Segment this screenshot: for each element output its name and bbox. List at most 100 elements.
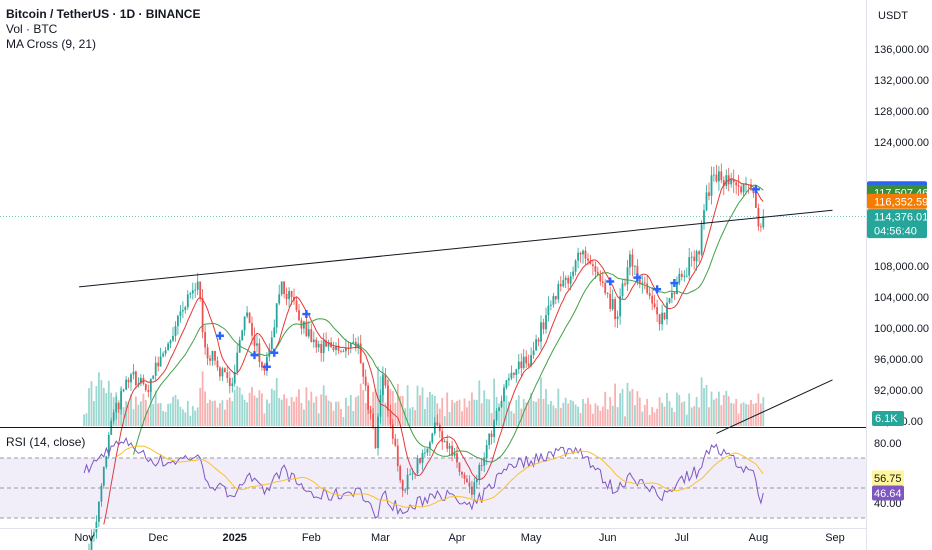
candle-body: [498, 407, 500, 411]
candle-body: [742, 184, 745, 193]
candle-body: [624, 283, 626, 285]
volume-bar: [429, 391, 431, 426]
volume-bar: [102, 387, 105, 426]
candle-body: [626, 267, 629, 285]
time-tick-label: Aug: [749, 532, 769, 544]
candle-body: [140, 377, 142, 384]
candle-body: [572, 271, 574, 277]
ma-cross-marker: [653, 285, 662, 294]
candle-body: [656, 307, 658, 315]
volume-bar: [713, 399, 715, 426]
candle-body: [307, 329, 310, 337]
volume-bar: [473, 399, 476, 426]
candle-body: [349, 343, 352, 348]
ma-cross-marker: [215, 331, 224, 340]
candle-body: [683, 275, 686, 277]
time-tick-label: 2025: [222, 532, 246, 544]
candle-body: [554, 296, 557, 300]
volume-bar: [589, 404, 592, 426]
volume-bar: [503, 386, 505, 426]
volume-bar: [574, 404, 577, 426]
price-axis[interactable]: USDT 136,000.00 132,000.00 128,000.00 124,00…: [866, 0, 932, 550]
candle-body: [322, 340, 325, 354]
volume-bar: [542, 398, 545, 426]
ma-21-line: [133, 184, 764, 463]
candle-body: [159, 356, 162, 367]
volume-bar: [164, 411, 167, 426]
volume-bar: [132, 409, 135, 426]
candle-body: [641, 282, 644, 284]
volume-bar: [550, 401, 552, 426]
candle-body: [369, 409, 372, 414]
volume-bar: [587, 397, 589, 426]
candle-body: [125, 379, 127, 390]
candle-body: [666, 302, 668, 320]
candle-body: [671, 292, 673, 299]
candle-body: [332, 347, 335, 350]
volume-bar: [594, 403, 597, 426]
volume-bar: [646, 398, 649, 426]
volume-bar: [399, 396, 402, 426]
candle-body: [614, 299, 616, 320]
ma-cross-marker: [751, 185, 760, 194]
volume-bar: [710, 391, 713, 426]
volume-indicator-label[interactable]: Vol · BTC: [6, 22, 58, 36]
candle-body: [184, 307, 187, 311]
volume-bar: [453, 402, 456, 426]
volume-bar: [189, 415, 192, 426]
candle-body: [335, 345, 337, 350]
volume-bar: [490, 413, 493, 426]
trendlines[interactable]: [79, 209, 833, 434]
symbol-title[interactable]: Bitcoin / TetherUS · 1D · BINANCE: [6, 7, 201, 21]
volume-bar: [340, 409, 342, 426]
candle-body: [480, 465, 483, 466]
time-axis[interactable]: Nov Dec 2025 Feb Mar Apr May Jun Jul Aug Sep: [0, 528, 866, 545]
candle-body: [352, 341, 355, 344]
volume-bar: [384, 402, 387, 426]
candle-body: [167, 343, 169, 351]
candle-body: [690, 256, 693, 258]
candle-body: [112, 412, 115, 421]
volume-bar: [517, 395, 520, 426]
candle-body: [510, 372, 513, 379]
candle-body: [668, 298, 671, 303]
rsi-indicator-label[interactable]: RSI (14, close): [6, 435, 86, 449]
volume-bar: [680, 402, 683, 426]
candle-body: [463, 474, 466, 479]
volume-bar: [206, 403, 209, 426]
volume-bar: [572, 401, 574, 426]
volume-bar: [110, 392, 113, 426]
candle-body: [241, 330, 244, 341]
candle-body: [527, 363, 530, 366]
volume-bar: [703, 388, 705, 426]
candle-body: [646, 283, 649, 294]
candle-body: [132, 371, 135, 375]
ma-cross-indicator-label[interactable]: MA Cross (9, 21): [6, 37, 97, 51]
candle-body: [290, 291, 293, 297]
rsi-line: [83, 436, 764, 519]
volume-bar: [182, 409, 184, 426]
volume-bar: [211, 401, 214, 426]
volume-bar: [83, 414, 85, 426]
volume-bar: [569, 400, 572, 426]
volume-bar: [177, 399, 179, 426]
candle-body: [574, 260, 577, 272]
volume-bar: [468, 400, 471, 426]
candle-body: [120, 391, 122, 410]
candle-body: [233, 372, 236, 384]
candle-body: [648, 293, 651, 296]
candle-body: [520, 361, 523, 369]
candle-body: [609, 293, 612, 309]
candle-body: [174, 326, 177, 336]
candle-body: [485, 445, 488, 459]
ma-cross-marker: [250, 351, 259, 360]
volume-bar: [137, 404, 140, 426]
candle-body: [409, 474, 411, 475]
candle-body: [263, 367, 266, 371]
candle-body: [374, 427, 377, 449]
volume-bar: [525, 402, 528, 426]
volume-bar: [760, 403, 762, 426]
candle-body: [584, 250, 587, 259]
candle-body: [226, 372, 229, 379]
